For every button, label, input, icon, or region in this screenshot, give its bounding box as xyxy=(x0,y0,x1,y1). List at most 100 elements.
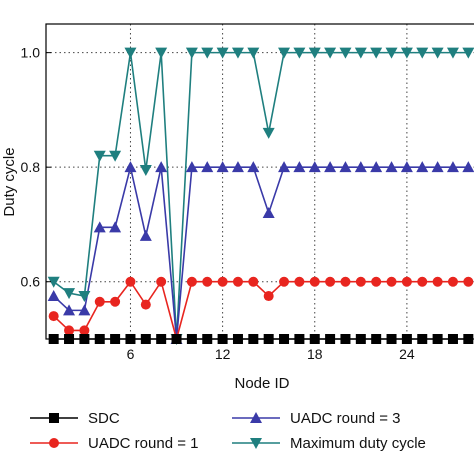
x-tick-label: 6 xyxy=(127,346,135,362)
data-point-triangle-down xyxy=(278,47,291,59)
data-point-triangle-down xyxy=(93,150,106,162)
data-point-triangle-up xyxy=(416,161,429,173)
data-point-triangle-down xyxy=(231,47,244,59)
data-point-triangle-down xyxy=(431,47,444,59)
series-line-1 xyxy=(53,279,469,343)
data-point-circle xyxy=(140,299,151,310)
legend-marker xyxy=(250,438,262,449)
data-point-triangle-down xyxy=(47,276,60,288)
data-point-triangle-down xyxy=(339,47,352,59)
series-line-3 xyxy=(53,51,469,340)
data-point-triangle-up xyxy=(262,207,275,218)
data-point-circle xyxy=(79,325,90,336)
data-point-circle xyxy=(294,276,305,287)
data-point-triangle-down xyxy=(155,47,168,59)
data-point-triangle-up xyxy=(308,161,321,173)
y-axis-label: Duty cycle xyxy=(1,147,18,216)
data-point-triangle-down xyxy=(139,165,152,177)
data-point-triangle-down xyxy=(308,47,321,59)
data-point-triangle-down xyxy=(124,47,137,59)
data-point-triangle-down xyxy=(262,127,275,139)
legend-marker xyxy=(49,438,59,448)
data-point-triangle-up xyxy=(339,161,352,173)
data-point-triangle-up xyxy=(462,161,474,173)
data-point-triangle-down xyxy=(400,47,413,59)
data-point-circle xyxy=(432,276,443,287)
data-point-triangle-up xyxy=(293,161,306,173)
data-point-triangle-up xyxy=(354,161,367,173)
plot-frame xyxy=(45,23,474,340)
data-point-circle xyxy=(417,276,428,287)
data-point-circle xyxy=(110,296,121,307)
series-line-2 xyxy=(53,166,469,340)
series-markers xyxy=(47,47,474,345)
data-point-triangle-up xyxy=(47,290,60,302)
series-lines xyxy=(53,51,469,343)
data-point-triangle-down xyxy=(247,47,260,59)
data-point-triangle-up xyxy=(124,161,137,173)
data-point-triangle-up xyxy=(278,161,291,173)
x-tick-label: 12 xyxy=(215,346,231,362)
data-point-triangle-up xyxy=(201,161,214,173)
data-point-triangle-up xyxy=(431,161,444,173)
data-point-triangle-down xyxy=(109,150,122,162)
x-tick-label: 24 xyxy=(399,346,415,362)
legend-label: UADC round = 3 xyxy=(290,410,400,427)
legend-label: Maximum duty cycle xyxy=(290,435,426,452)
data-point-triangle-up xyxy=(78,304,91,316)
data-point-circle xyxy=(371,276,382,287)
y-tick-label: 1.0 xyxy=(21,45,41,61)
data-point-triangle-down xyxy=(324,47,337,59)
y-axis: 0.6 0.8 1.0 xyxy=(21,45,51,290)
data-point-triangle-down xyxy=(201,47,214,59)
data-point-circle xyxy=(263,291,274,302)
data-point-circle xyxy=(94,296,105,307)
data-point-circle xyxy=(248,276,259,287)
data-point-circle xyxy=(64,325,75,336)
data-point-triangle-up xyxy=(155,161,168,173)
data-point-triangle-down xyxy=(185,47,198,59)
data-point-triangle-down xyxy=(63,288,76,300)
data-point-circle xyxy=(125,276,136,287)
data-point-triangle-up xyxy=(446,161,459,173)
data-point-triangle-up xyxy=(385,161,398,173)
data-point-triangle-up xyxy=(63,304,76,316)
data-point-circle xyxy=(340,276,351,287)
data-point-triangle-down xyxy=(385,47,398,59)
data-point-triangle-down xyxy=(416,47,429,59)
legend-marker xyxy=(49,413,59,423)
x-axis-label: Node ID xyxy=(234,375,289,392)
data-point-triangle-up xyxy=(185,161,198,173)
data-point-triangle-up xyxy=(139,229,152,241)
data-point-circle xyxy=(279,276,290,287)
data-point-triangle-up xyxy=(109,221,122,233)
data-point-triangle-down xyxy=(446,47,459,59)
x-tick-label: 18 xyxy=(307,346,323,362)
data-point-triangle-down xyxy=(354,47,367,59)
data-point-circle xyxy=(202,276,213,287)
data-point-circle xyxy=(386,276,397,287)
data-point-triangle-down xyxy=(216,47,229,59)
legend-label: SDC xyxy=(88,410,120,427)
legend-marker xyxy=(250,412,262,423)
data-point-triangle-up xyxy=(216,161,229,173)
data-point-circle xyxy=(309,276,320,287)
legend: SDC UADC round = 1 UADC round = 3 Maximum d… xyxy=(30,410,426,452)
y-tick-label: 0.6 xyxy=(21,274,41,290)
data-point-circle xyxy=(325,276,336,287)
data-point-triangle-up xyxy=(370,161,383,173)
data-point-circle xyxy=(217,276,228,287)
data-point-triangle-up xyxy=(93,221,106,233)
data-point-circle xyxy=(447,276,458,287)
data-point-circle xyxy=(463,276,474,287)
data-point-circle xyxy=(48,311,59,322)
data-point-triangle-up xyxy=(324,161,337,173)
data-point-circle xyxy=(401,276,412,287)
data-point-triangle-up xyxy=(400,161,413,173)
x-axis: 6 12 18 24 xyxy=(127,334,415,362)
data-point-triangle-up xyxy=(247,161,260,173)
data-point-circle xyxy=(355,276,366,287)
data-point-triangle-up xyxy=(231,161,244,173)
data-point-circle xyxy=(186,276,197,287)
